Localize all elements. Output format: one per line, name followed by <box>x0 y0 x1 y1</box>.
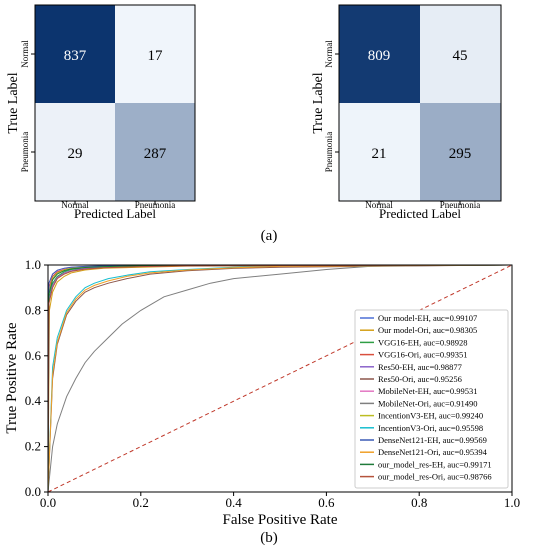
roc-series-line <box>47 264 513 493</box>
roc-series-line <box>47 264 513 493</box>
roc-xtick-label: 0.4 <box>225 495 242 510</box>
roc-ytick-label: 0.4 <box>25 393 42 408</box>
cm-right-ytick-label-pneumonia: Pneumonia <box>324 132 334 173</box>
cm-right-xtick-label-pneumonia: Pneumonia <box>440 200 481 210</box>
cm-left-xtick-label-normal: Normal <box>61 200 89 210</box>
roc-legend-label: MobileNet-EH, auc=0.99531 <box>378 386 477 396</box>
roc-legend-label: Our model-Ori, auc=0.98305 <box>378 325 477 335</box>
roc-ylabel: True Positive Rate <box>4 322 20 433</box>
roc-legend-label: our_model_res-Ori, auc=0.98766 <box>378 472 492 482</box>
cm-right-ytick-label-normal: Normal <box>324 40 334 68</box>
cm-left-frame <box>34 4 196 202</box>
roc-series-line <box>47 264 513 493</box>
cm-right-xlabel: Predicted Label <box>379 206 461 221</box>
cm-right-xtick-label-normal: Normal <box>365 200 393 210</box>
roc-legend-label: MobileNet-Ori, auc=0.91490 <box>378 398 477 408</box>
cm-right-cell-0-0 <box>339 5 420 103</box>
roc-ytick-label: 0.8 <box>25 302 41 317</box>
roc-series-line <box>47 264 513 493</box>
cm-right-value-1-1: 295 <box>449 146 472 162</box>
roc-legend-label: Res50-Ori, auc=0.95256 <box>378 374 462 384</box>
roc-legend-box <box>354 309 509 489</box>
cm-left-ylabel: True Label <box>6 72 21 133</box>
roc-ytick-label: 0.2 <box>25 439 41 454</box>
roc-plot-frame <box>47 264 513 493</box>
roc-xtick-label: 1.0 <box>504 495 520 510</box>
cm-right-cell-0-1 <box>420 5 501 103</box>
cm-left-xlabel: Predicted Label <box>74 206 156 221</box>
roc-legend-label: DenseNet121-EH, auc=0.99569 <box>378 435 487 445</box>
roc-chart: 0.0 0.2 0.4 0.6 0.8 1.0 0.0 0.2 0.4 0.6 … <box>4 257 520 528</box>
roc-legend-label: DenseNet121-Ori, auc=0.95394 <box>378 447 488 457</box>
cm-left-value-0-1: 17 <box>148 48 164 64</box>
panel-b-caption: (b) <box>260 530 278 546</box>
roc-legend: Our model-EH, auc=0.99107 Our model-Ori, … <box>354 309 509 489</box>
roc-ytick-label: 1.0 <box>25 257 41 272</box>
roc-series-line <box>47 264 513 493</box>
cm-right-cell-1-1 <box>420 103 501 201</box>
cm-left-cell-1-1 <box>115 103 195 201</box>
roc-ytick-label: 0.6 <box>25 348 42 363</box>
cm-left-ytick-label-normal: Normal <box>20 40 30 68</box>
roc-y-ticks: 0.0 0.2 0.4 0.6 0.8 1.0 <box>25 257 48 499</box>
roc-legend-label: VGG16-Ori, auc=0.99351 <box>378 350 468 360</box>
cm-right-value-0-0: 809 <box>368 48 391 64</box>
cm-left-xtick-label-pneumonia: Pneumonia <box>135 200 176 210</box>
cm-left-value-1-1: 287 <box>144 146 167 162</box>
roc-legend-label: VGG16-EH, auc=0.98928 <box>378 337 468 347</box>
roc-xtick-label: 0.6 <box>318 495 335 510</box>
roc-legend-entries: Our model-EH, auc=0.99107 Our model-Ori, … <box>360 313 492 482</box>
roc-chance-line <box>47 264 513 493</box>
roc-ytick-label: 0.0 <box>25 484 41 499</box>
cm-left-cell-1-0 <box>35 103 115 201</box>
roc-xtick-label: 0.8 <box>411 495 427 510</box>
cm-right-frame <box>338 4 502 202</box>
cm-left-cell-0-0 <box>35 5 115 103</box>
cm-left-ytick-label-pneumonia: Pneumonia <box>20 132 30 173</box>
roc-xtick-label: 0.0 <box>40 495 56 510</box>
roc-legend-label: Res50-EH, auc=0.98877 <box>378 362 462 372</box>
roc-legend-label: IncentionV3-Ori, auc=0.95598 <box>378 423 483 433</box>
panel-a-caption: (a) <box>261 228 278 244</box>
roc-legend-label: our_model_res-EH, auc=0.99171 <box>378 459 492 469</box>
cm-right-value-1-0: 21 <box>372 146 387 162</box>
roc-x-ticks: 0.0 0.2 0.4 0.6 0.8 1.0 <box>40 492 520 510</box>
roc-legend-label: Our model-EH, auc=0.99107 <box>378 313 477 323</box>
cm-left-cell-0-1 <box>115 5 195 103</box>
roc-xlabel: False Positive Rate <box>223 512 338 528</box>
confusion-matrix-right: 809 45 21 295 Normal Pneumonia Normal Pn… <box>311 4 502 221</box>
roc-legend-label: IncentionV3-EH, auc=0.99240 <box>378 411 483 421</box>
cm-left-value-0-0: 837 <box>64 48 87 64</box>
roc-series-line <box>47 264 513 493</box>
confusion-matrix-left: 837 17 29 287 Normal Pneumonia Normal Pn… <box>6 4 196 221</box>
cm-right-value-0-1: 45 <box>453 48 468 64</box>
cm-right-cell-1-0 <box>339 103 420 201</box>
cm-right-ylabel: True Label <box>311 72 326 133</box>
roc-xtick-label: 0.2 <box>133 495 149 510</box>
cm-left-value-1-0: 29 <box>68 146 83 162</box>
